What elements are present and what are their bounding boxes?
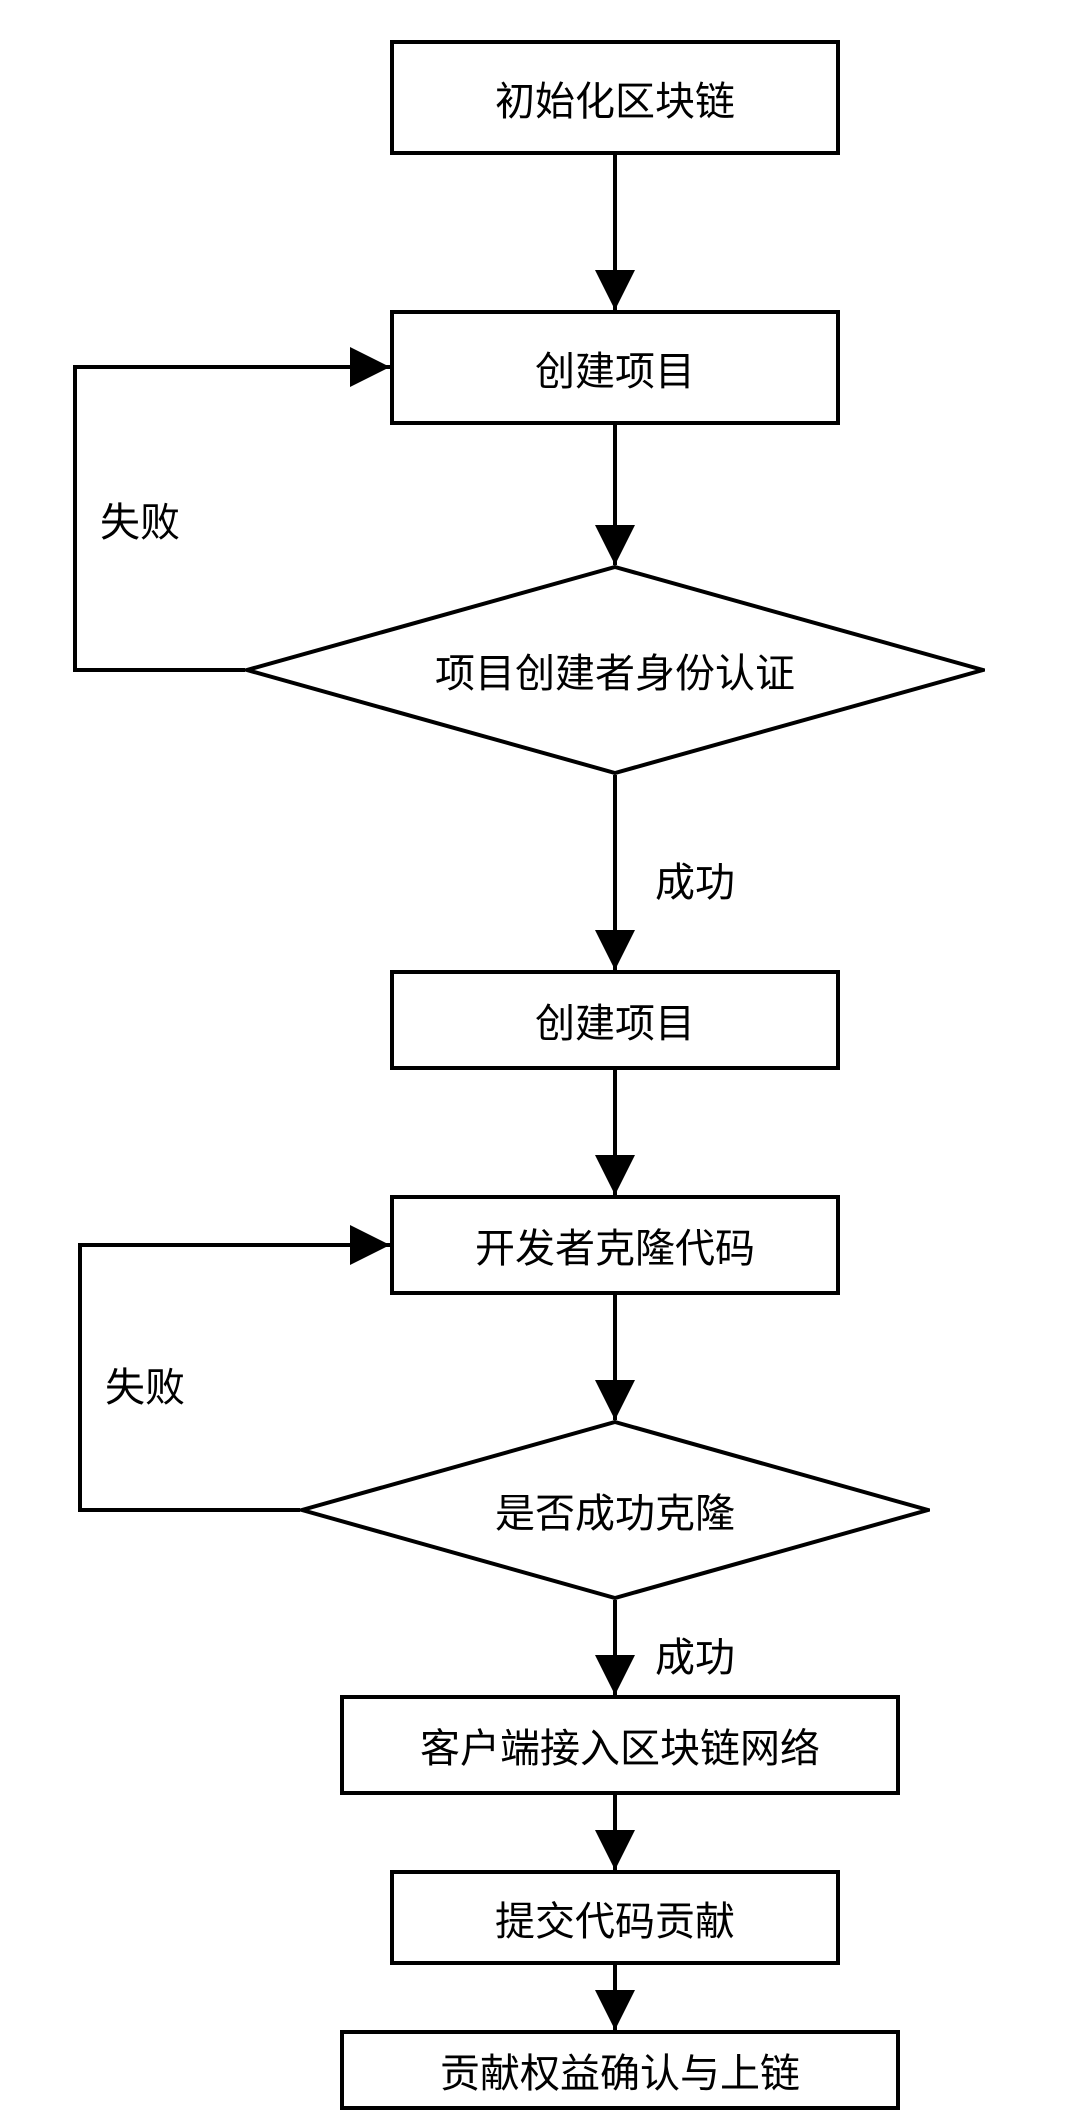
- node-client-connect: 客户端接入区块链网络: [340, 1695, 900, 1795]
- node-label: 开发者克隆代码: [475, 1216, 755, 1274]
- node-label: 项目创建者身份认证: [435, 641, 795, 699]
- node-confirm-onchain: 贡献权益确认与上链: [340, 2030, 900, 2110]
- node-create-project-1: 创建项目: [390, 310, 840, 425]
- node-label: 是否成功克隆: [495, 1481, 735, 1539]
- node-label: 提交代码贡献: [495, 1889, 735, 1947]
- node-label: 初始化区块链: [495, 69, 735, 127]
- flowchart-container: 初始化区块链 创建项目 项目创建者身份认证 创建项目 开发者克隆代码 是否成功克…: [0, 0, 1068, 2111]
- node-init-blockchain: 初始化区块链: [390, 40, 840, 155]
- edge-label: 成功: [655, 850, 735, 908]
- node-label: 创建项目: [535, 339, 695, 397]
- node-label: 客户端接入区块链网络: [420, 1716, 820, 1774]
- node-create-project-2: 创建项目: [390, 970, 840, 1070]
- node-label: 创建项目: [535, 991, 695, 1049]
- edge-label: 失败: [100, 490, 180, 548]
- edge-label: 成功: [655, 1625, 735, 1683]
- node-clone-success: 是否成功克隆: [300, 1420, 930, 1600]
- node-submit-contribution: 提交代码贡献: [390, 1870, 840, 1965]
- node-label: 贡献权益确认与上链: [440, 2041, 800, 2099]
- node-creator-auth: 项目创建者身份认证: [245, 565, 985, 775]
- node-developer-clone: 开发者克隆代码: [390, 1195, 840, 1295]
- edge-label: 失败: [105, 1355, 185, 1413]
